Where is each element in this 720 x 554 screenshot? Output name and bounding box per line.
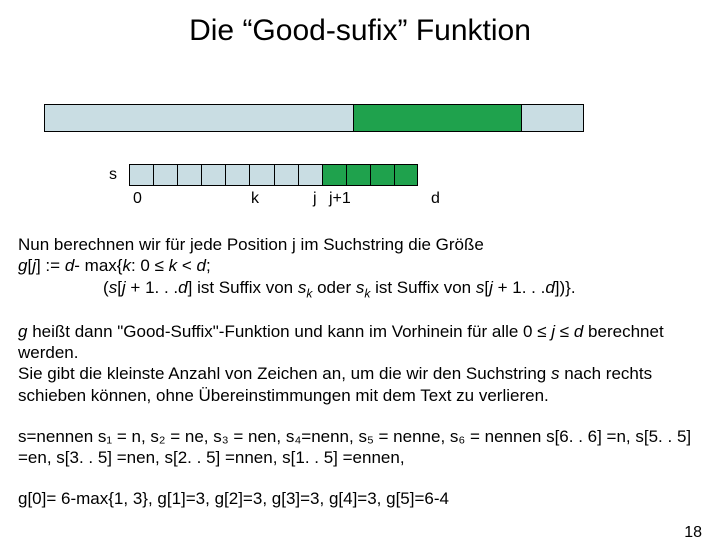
text-bar-segment-right	[522, 104, 584, 132]
pattern-cell	[298, 164, 322, 186]
page-number: 18	[684, 524, 702, 542]
pattern-cell	[274, 164, 298, 186]
axis-jp1: j+1	[329, 190, 351, 208]
axis-d: d	[431, 190, 440, 208]
axis-k: k	[251, 190, 259, 208]
pattern-cell	[129, 164, 153, 186]
pattern-bar	[129, 164, 419, 186]
axis-zero: 0	[133, 190, 142, 208]
pattern-bar-row: s	[129, 164, 419, 186]
paragraph-explanation: g heißt dann "Good-Suffix"-Funktion und …	[18, 321, 698, 406]
paragraph-definition: Nun berechnen wir für jede Position j im…	[18, 234, 698, 301]
paragraph-example-g: g[0]= 6-max{1, 3}, g[1]=3, g[2]=3, g[3]=…	[18, 488, 698, 509]
pattern-label: s	[109, 166, 117, 184]
pattern-cell	[201, 164, 225, 186]
diagram-area: s 0 k j j+1 d	[44, 104, 584, 132]
pattern-cell	[249, 164, 273, 186]
paragraph-example-s: s=nennen s₁ = n, s₂ = ne, s₃ = nen, s₄=n…	[18, 426, 698, 469]
page-title: Die “Good-sufix” Funktion	[0, 14, 720, 48]
pattern-cell-match	[322, 164, 346, 186]
axis-j: j	[313, 190, 317, 208]
pattern-cell-match	[394, 164, 418, 186]
text-bar-segment-match	[354, 104, 522, 132]
pattern-cell	[225, 164, 249, 186]
text-bar	[44, 104, 584, 132]
pattern-cell-match	[346, 164, 370, 186]
body-text: Nun berechnen wir für jede Position j im…	[18, 234, 698, 530]
pattern-cell-match	[370, 164, 394, 186]
pattern-cell	[177, 164, 201, 186]
pattern-cell	[153, 164, 177, 186]
text-bar-segment-left	[44, 104, 354, 132]
